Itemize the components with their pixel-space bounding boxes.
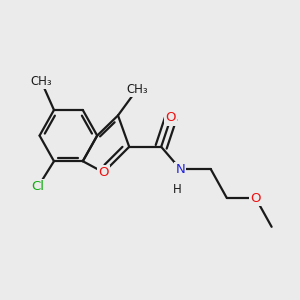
Text: O: O xyxy=(250,191,261,205)
Text: H: H xyxy=(173,182,182,196)
Text: O: O xyxy=(98,166,109,179)
Text: CH₃: CH₃ xyxy=(30,75,52,88)
Text: CH₃: CH₃ xyxy=(126,83,148,96)
Text: N: N xyxy=(176,163,185,176)
Text: O: O xyxy=(166,112,176,124)
Text: Cl: Cl xyxy=(32,180,44,193)
